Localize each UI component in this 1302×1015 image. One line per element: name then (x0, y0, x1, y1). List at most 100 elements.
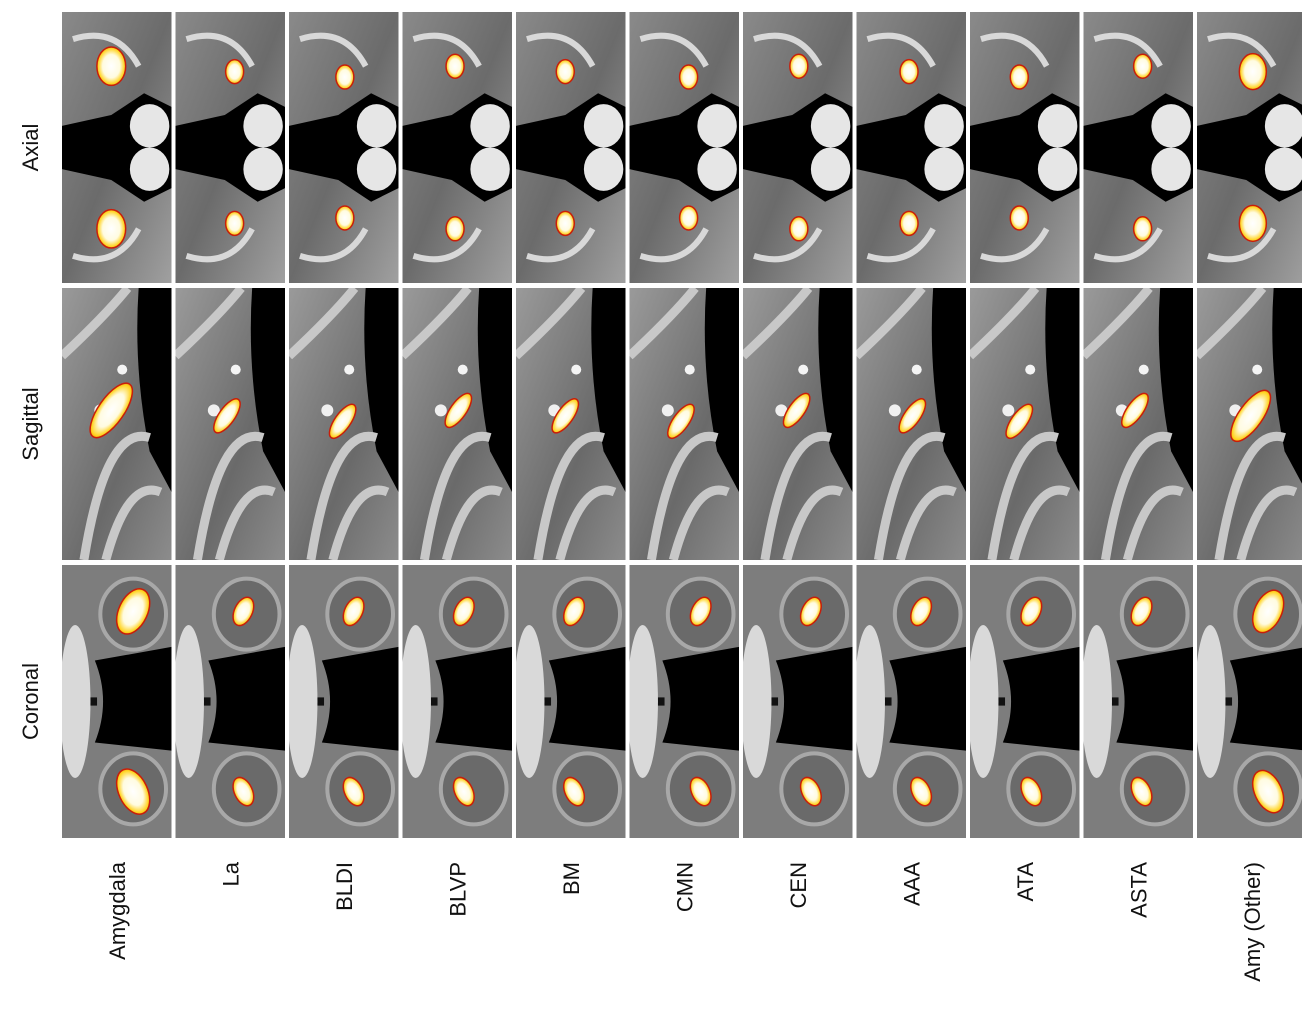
background (1003, 647, 1080, 751)
white-matter (130, 104, 169, 147)
overlay-blob (1134, 217, 1152, 241)
cortex (1195, 625, 1226, 778)
slice-panel (516, 12, 626, 283)
row-label: Sagittal (18, 387, 43, 460)
slice-panel (514, 565, 626, 838)
vessel (1025, 365, 1035, 375)
overlay-blob (1010, 65, 1028, 89)
white-matter (1151, 148, 1190, 191)
background (208, 647, 285, 751)
background (549, 647, 626, 751)
slice-panel (1197, 288, 1302, 560)
white-matter (811, 104, 850, 147)
lobe (441, 753, 507, 824)
slice-panel (289, 288, 399, 560)
background (95, 647, 172, 751)
white-matter (697, 104, 736, 147)
lobe (1008, 579, 1074, 650)
overlay-blob (336, 206, 354, 230)
column-label: ATA (1013, 862, 1038, 902)
white-matter (1038, 148, 1077, 191)
overlay-blob (1010, 206, 1028, 230)
white-matter (357, 104, 396, 147)
slice-panel (1084, 288, 1194, 560)
row-label: Coronal (18, 663, 43, 740)
slice-panel (289, 12, 399, 283)
row-label: Axial (18, 124, 43, 172)
background (435, 647, 512, 751)
white-matter (470, 104, 509, 147)
white-matter (924, 104, 963, 147)
column-label: La (218, 861, 243, 886)
overlay-blob (680, 65, 698, 89)
white-matter (357, 148, 396, 191)
overlay-blob (900, 60, 918, 84)
cortex (173, 625, 204, 778)
overlay-blob (97, 47, 126, 85)
white-matter (470, 148, 509, 191)
vessel (321, 404, 333, 416)
cortex (1081, 625, 1112, 778)
slice-panel (403, 288, 513, 560)
slice-panel (857, 288, 967, 560)
white-matter (243, 104, 282, 147)
background (1116, 647, 1193, 751)
slice-panel (287, 565, 399, 838)
overlay-blob (1239, 205, 1266, 241)
overlay-blob (226, 211, 244, 235)
slice-panel (1195, 565, 1302, 838)
column-label: ASTA (1126, 862, 1151, 918)
white-matter (924, 148, 963, 191)
figure: AxialSagittalCoronalAmygdalaLaBLDIBLVPBM… (0, 0, 1302, 1015)
slice-panel (60, 565, 172, 838)
cortex (400, 625, 431, 778)
column-label: Amygdala (105, 861, 130, 960)
white-matter (811, 148, 850, 191)
vessel (662, 404, 674, 416)
overlay-blob (556, 60, 574, 84)
overlay-blob (900, 211, 918, 235)
white-matter (243, 148, 282, 191)
slice-panel (743, 12, 853, 283)
cortex (514, 625, 545, 778)
slice-panel (173, 565, 285, 838)
slice-panel (176, 288, 286, 560)
column-label: Amy (Other) (1240, 862, 1265, 982)
vessel (344, 365, 354, 375)
slice-panel (1081, 565, 1193, 838)
vessel (889, 404, 901, 416)
cortex (854, 625, 885, 778)
column-label: AAA (899, 862, 924, 906)
background (776, 647, 853, 751)
vessel (435, 404, 447, 416)
overlay-blob (336, 65, 354, 89)
background (662, 647, 739, 751)
overlay-blob (97, 210, 126, 248)
vessel (1002, 404, 1014, 416)
page: AxialSagittalCoronalAmygdalaLaBLDIBLVPBM… (0, 0, 1302, 1015)
slice-panel (968, 565, 1080, 838)
column-label: BM (559, 862, 584, 895)
slice-panel (854, 565, 966, 838)
slice-panel (516, 288, 626, 560)
vessel (117, 365, 127, 375)
background (889, 647, 966, 751)
cortex (968, 625, 999, 778)
overlay-blob (446, 217, 464, 241)
cortex (60, 625, 91, 778)
slice-panel (630, 288, 740, 560)
white-matter (697, 148, 736, 191)
overlay-blob (226, 60, 244, 84)
slice-panel (62, 12, 172, 283)
slice-panel (970, 12, 1080, 283)
cortex (287, 625, 318, 778)
vessel (231, 365, 241, 375)
white-matter (584, 104, 623, 147)
slice-panel (400, 565, 512, 838)
white-matter (584, 148, 623, 191)
vessel (798, 365, 808, 375)
slice-panel (741, 565, 853, 838)
column-label: CEN (786, 862, 811, 908)
slice-panel (743, 288, 853, 560)
cortex (627, 625, 658, 778)
